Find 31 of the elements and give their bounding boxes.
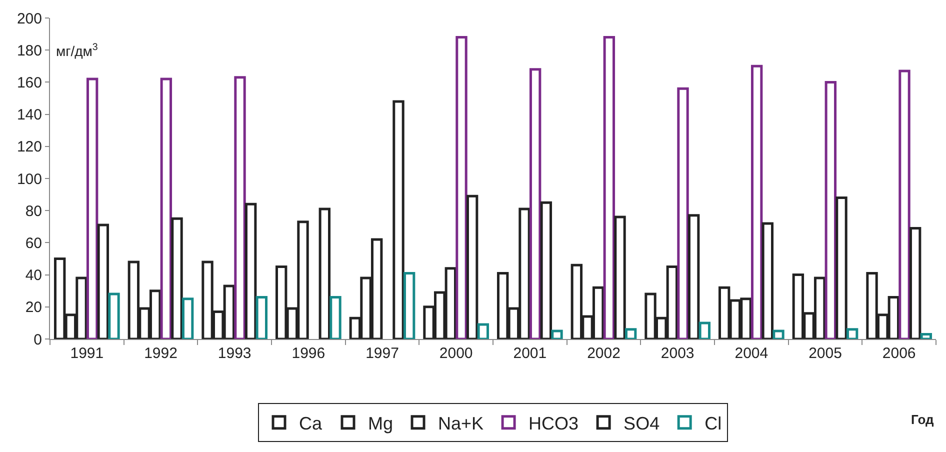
- x-tick-label: 1993: [218, 345, 252, 362]
- y-tick-label: 180: [16, 42, 42, 60]
- legend-label: SO4: [624, 413, 660, 434]
- legend-label: Mg: [368, 413, 394, 434]
- x-tick-label: 2002: [587, 345, 620, 362]
- x-tick-label: 2005: [808, 345, 842, 362]
- y-tick-label: 100: [16, 170, 42, 188]
- x-axis-title: Год: [911, 412, 934, 427]
- y-tick-label: 160: [16, 74, 42, 92]
- legend-label: Cl: [704, 413, 722, 434]
- y-tick-label: 140: [16, 106, 42, 124]
- x-tick-label: 2001: [513, 345, 547, 362]
- x-tick-label: 2000: [439, 345, 473, 362]
- y-tick-label: 40: [25, 267, 42, 284]
- legend-label: Ca: [299, 413, 323, 434]
- y-tick-label: 120: [16, 138, 42, 156]
- x-tick-label: 1992: [144, 345, 178, 362]
- y-tick-label: 0: [34, 331, 42, 348]
- x-tick-label: 1996: [292, 345, 326, 362]
- y-tick-label: 60: [25, 234, 42, 252]
- y-axis-title: мг/дм$^{3}$: [56, 42, 98, 59]
- y-tick-label: 20: [25, 299, 42, 316]
- legend-label: Na+K: [438, 413, 484, 434]
- x-tick-label: 1991: [70, 345, 104, 362]
- y-tick-label: 200: [16, 10, 42, 28]
- x-tick-label: 2003: [660, 345, 694, 362]
- x-tick-label: 1997: [366, 345, 399, 362]
- y-tick-label: 80: [25, 202, 42, 220]
- legend-label: HCO3: [528, 413, 579, 434]
- x-tick-label: 2006: [882, 345, 916, 362]
- x-tick-label: 2004: [734, 345, 768, 362]
